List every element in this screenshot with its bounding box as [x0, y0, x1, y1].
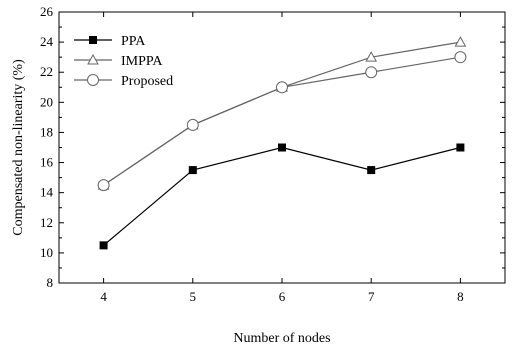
y-axis-label: Compensated non-linearity (%) — [11, 59, 26, 236]
x-axis-label: Number of nodes — [233, 331, 330, 346]
series-proposed — [97, 51, 467, 192]
data-point — [276, 81, 288, 94]
legend-label: PPA — [121, 34, 146, 49]
legend-item-ppa: PPA — [74, 34, 146, 49]
y-tick-label: 26 — [40, 4, 54, 19]
data-point — [97, 179, 110, 192]
y-tick-label: 12 — [40, 215, 53, 230]
y-tick-label: 16 — [40, 155, 54, 170]
y-tick-label: 14 — [40, 185, 54, 200]
data-point — [365, 51, 378, 62]
y-tick-label: 8 — [47, 275, 54, 290]
legend-marker — [87, 74, 99, 86]
series-layer — [97, 36, 467, 250]
data-point — [99, 241, 108, 250]
x-tick-label: 7 — [368, 289, 375, 304]
x-tick-label: 4 — [100, 289, 107, 304]
y-tick-label: 10 — [40, 245, 53, 260]
x-tick-label: 8 — [457, 289, 464, 304]
legend-marker — [89, 36, 97, 44]
legend: PPA IMPPA Proposed — [74, 34, 173, 89]
x-tick-label: 6 — [279, 289, 286, 304]
data-point — [454, 36, 467, 47]
legend-label: Proposed — [121, 74, 173, 89]
y-tick-label: 18 — [40, 124, 53, 139]
y-tick-label: 24 — [40, 34, 54, 49]
data-point — [454, 51, 467, 64]
data-point — [278, 143, 286, 152]
legend-marker — [87, 53, 99, 65]
legend-label: IMPPA — [121, 54, 163, 69]
axes: 8 10 12 14 16 18 20 22 24 26 4 5 6 7 8 — [40, 4, 506, 304]
data-point — [367, 166, 376, 175]
data-point — [188, 166, 197, 175]
legend-item-imppa: IMPPA — [74, 53, 163, 69]
y-tick-label: 22 — [40, 64, 53, 79]
series-ppa — [99, 143, 465, 250]
data-point — [456, 143, 465, 152]
y-tick-label: 20 — [40, 94, 53, 109]
series-line — [103, 146, 461, 246]
data-point — [186, 118, 199, 131]
legend-item-proposed: Proposed — [74, 74, 173, 89]
data-point — [365, 66, 378, 79]
x-tick-label: 5 — [190, 289, 197, 304]
